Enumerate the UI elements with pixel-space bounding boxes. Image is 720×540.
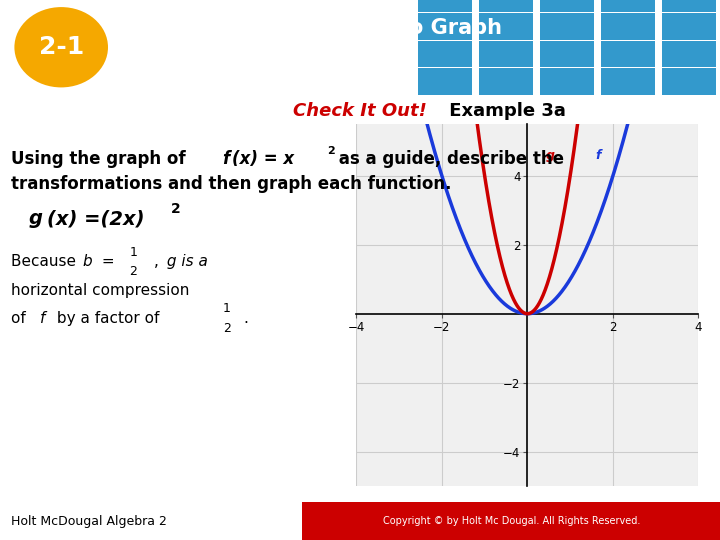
- Ellipse shape: [14, 7, 108, 87]
- FancyBboxPatch shape: [662, 40, 716, 67]
- Text: 2: 2: [223, 322, 230, 335]
- Text: (x) =(2x): (x) =(2x): [47, 209, 144, 228]
- FancyBboxPatch shape: [479, 0, 533, 12]
- FancyBboxPatch shape: [662, 13, 716, 40]
- Text: Using the graph of: Using the graph of: [11, 150, 192, 168]
- FancyBboxPatch shape: [418, 0, 472, 12]
- Text: Holt McDougal Algebra 2: Holt McDougal Algebra 2: [11, 515, 166, 528]
- Text: 2: 2: [171, 202, 181, 216]
- Text: g is a: g is a: [162, 254, 208, 269]
- FancyBboxPatch shape: [479, 40, 533, 67]
- Text: g: g: [29, 209, 42, 228]
- Text: f: f: [40, 311, 45, 326]
- Text: of: of: [11, 311, 30, 326]
- FancyBboxPatch shape: [479, 68, 533, 94]
- Text: g: g: [545, 148, 554, 161]
- FancyBboxPatch shape: [540, 0, 594, 12]
- Text: 1: 1: [130, 246, 137, 259]
- FancyBboxPatch shape: [601, 0, 655, 12]
- FancyBboxPatch shape: [418, 68, 472, 94]
- Text: Example 3a: Example 3a: [443, 102, 566, 120]
- FancyBboxPatch shape: [601, 13, 655, 40]
- FancyBboxPatch shape: [662, 0, 716, 12]
- Text: Copyright © by Holt Mc Dougal. All Rights Reserved.: Copyright © by Holt Mc Dougal. All Right…: [382, 516, 640, 526]
- Text: 2-1: 2-1: [39, 35, 84, 59]
- FancyBboxPatch shape: [479, 13, 533, 40]
- Text: f: f: [222, 150, 229, 168]
- Text: b: b: [83, 254, 92, 269]
- Text: transformations and then graph each function.: transformations and then graph each func…: [11, 174, 451, 193]
- Text: =: =: [97, 254, 120, 269]
- FancyBboxPatch shape: [601, 40, 655, 67]
- Text: 2: 2: [130, 265, 137, 278]
- Text: Because: Because: [11, 254, 81, 269]
- Bar: [302, 502, 720, 540]
- Text: (x) = x: (x) = x: [232, 150, 294, 168]
- FancyBboxPatch shape: [540, 13, 594, 40]
- FancyBboxPatch shape: [418, 40, 472, 67]
- FancyBboxPatch shape: [662, 68, 716, 94]
- Text: by a factor of: by a factor of: [52, 311, 164, 326]
- FancyBboxPatch shape: [601, 68, 655, 94]
- FancyBboxPatch shape: [540, 68, 594, 94]
- Text: ,: ,: [153, 254, 158, 269]
- FancyBboxPatch shape: [418, 13, 472, 40]
- Text: Check It Out!: Check It Out!: [293, 102, 427, 120]
- Text: horizontal compression: horizontal compression: [11, 283, 189, 298]
- Text: f: f: [596, 148, 601, 161]
- Text: .: .: [243, 311, 248, 326]
- Text: 2: 2: [328, 146, 336, 156]
- Text: as a guide, describe the: as a guide, describe the: [333, 150, 564, 168]
- Text: Quadratic Functions: Quadratic Functions: [126, 61, 363, 81]
- Text: 1: 1: [223, 302, 230, 315]
- Text: Using Transformations to Graph: Using Transformations to Graph: [126, 18, 502, 38]
- FancyBboxPatch shape: [540, 40, 594, 67]
